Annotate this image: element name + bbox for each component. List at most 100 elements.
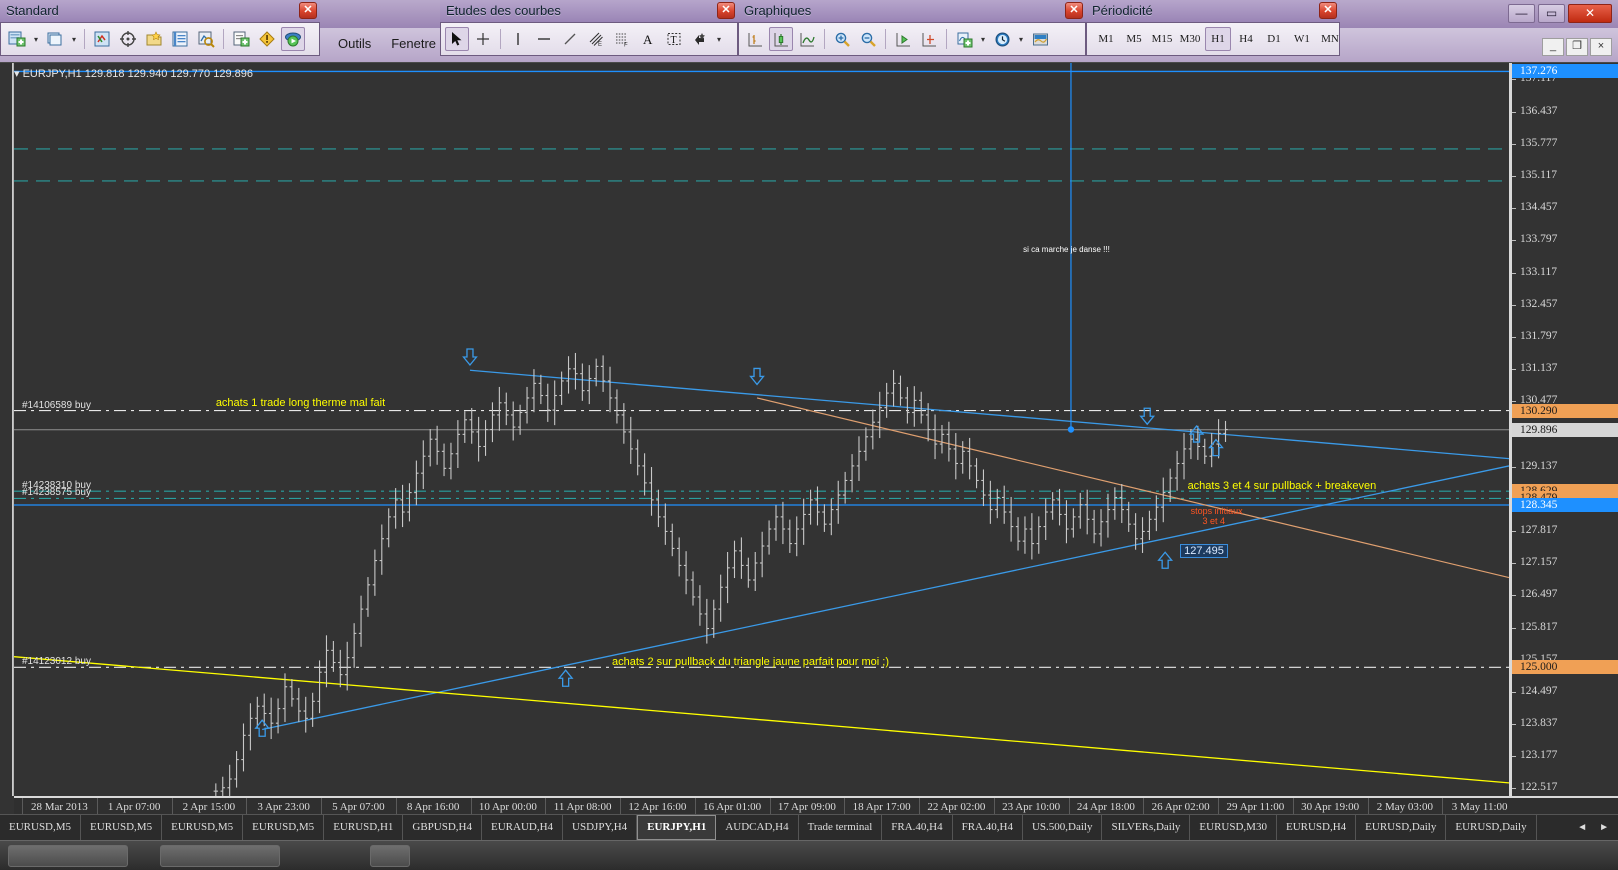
toolbar-standard-titlebar[interactable]: Standard ✕ xyxy=(0,0,320,22)
toolbar-standard-close-icon[interactable]: ✕ xyxy=(299,2,317,19)
trendline-icon[interactable] xyxy=(558,27,582,51)
new-chart-icon[interactable] xyxy=(5,27,29,51)
equidistant-channel-icon[interactable]: E xyxy=(584,27,608,51)
navigator-icon[interactable] xyxy=(116,27,140,51)
chart-annotation[interactable]: achats 1 trade long therme mal fait xyxy=(215,396,386,409)
chart-tab[interactable]: US.500,Daily xyxy=(1023,815,1103,840)
scroll-end-icon[interactable] xyxy=(891,27,915,51)
crosshair-icon[interactable] xyxy=(471,27,495,51)
bar-chart-icon[interactable] xyxy=(743,27,767,51)
chart-tab[interactable]: EURUSD,Daily xyxy=(1446,815,1537,840)
line-chart-icon[interactable] xyxy=(795,27,819,51)
chart-tab[interactable]: AUDCAD,H4 xyxy=(716,815,799,840)
taskbar-item[interactable] xyxy=(8,845,128,867)
new-chart-dropdown-icon[interactable]: ▾ xyxy=(33,34,38,44)
horizontal-line-icon[interactable] xyxy=(532,27,556,51)
chart-tab[interactable]: EURUSD,M5 xyxy=(162,815,244,840)
chart-window[interactable]: ▾ EURJPY,H1 129.818 129.940 129.770 129.… xyxy=(0,62,1618,817)
chart-annotation[interactable]: si ca marche je danse !!! xyxy=(1023,245,1110,255)
chart-tab[interactable]: EURUSD,H1 xyxy=(324,815,404,840)
menu-item-outils[interactable]: Outils xyxy=(338,36,372,51)
chart-tab[interactable]: Trade terminal xyxy=(799,815,883,840)
chart-tab[interactable]: SILVERs,Daily xyxy=(1102,815,1191,840)
chart-annotation[interactable]: achats 2 sur pullback du triangle jaune … xyxy=(612,656,889,669)
chart-tab[interactable]: EURUSD,M5 xyxy=(0,815,82,840)
text-icon[interactable]: A xyxy=(636,27,660,51)
chart-shift-icon[interactable] xyxy=(917,27,941,51)
price-badge-crosshair[interactable]: 137.276 xyxy=(1512,64,1618,79)
data-window-icon[interactable] xyxy=(142,27,166,51)
chart-tab[interactable]: FRA.40,H4 xyxy=(882,815,953,840)
price-badge-last[interactable]: 129.896 xyxy=(1512,422,1618,437)
chart-canvas[interactable]: #14106589 buy #14238310 buy #14238575 buy #… xyxy=(14,63,1509,796)
chart-tab[interactable]: EURUSD,M5 xyxy=(81,815,163,840)
cursor-icon[interactable] xyxy=(445,27,469,51)
price-badge-order[interactable]: 125.000 xyxy=(1512,660,1618,675)
period-button-h4[interactable]: H4 xyxy=(1239,33,1253,45)
market-watch-icon[interactable] xyxy=(90,27,114,51)
menu-item-fenetre[interactable]: Fenetre xyxy=(391,36,437,51)
price-axis[interactable]: 137.117136.437135.777135.117134.457133.7… xyxy=(1509,63,1618,796)
period-button-m1[interactable]: M1 xyxy=(1098,33,1114,45)
zoom-in-icon[interactable] xyxy=(830,27,854,51)
toolbar-graphiques-titlebar[interactable]: Graphiques ✕ xyxy=(738,0,1086,22)
metaeditor-icon[interactable] xyxy=(255,27,279,51)
tab-next-button[interactable]: ► xyxy=(1599,822,1609,833)
window-maximize-button[interactable]: ▭ xyxy=(1538,4,1565,23)
window-close-button[interactable]: ✕ xyxy=(1568,4,1612,23)
price-annotation-box[interactable]: 127.495 xyxy=(1180,543,1228,558)
indicators-dropdown-icon[interactable]: ▾ xyxy=(980,34,985,44)
chart-tab[interactable]: FRA.40,H4 xyxy=(953,815,1023,840)
chart-tab[interactable]: EURUSD,Daily xyxy=(1356,815,1447,840)
window-minimize-button[interactable]: — xyxy=(1508,4,1535,23)
mdi-close-button[interactable]: × xyxy=(1590,38,1612,56)
chart-annotation[interactable]: 3 et 4 xyxy=(1202,515,1226,526)
price-badge-level[interactable]: 128.345 xyxy=(1512,497,1618,512)
time-axis[interactable]: 28 Mar 2013 1 Apr 07:00 2 Apr 15:00 3 Apr 2… xyxy=(14,796,1618,817)
period-button-d1[interactable]: D1 xyxy=(1267,33,1281,45)
chart-tab[interactable]: EURUSD,M30 xyxy=(1190,815,1277,840)
chart-tab[interactable]: EURUSD,M5 xyxy=(243,815,325,840)
period-button-m15[interactable]: M15 xyxy=(1151,33,1173,45)
toolbar-periodicite-close-icon[interactable]: ✕ xyxy=(1319,2,1337,19)
toolbar-studies-titlebar[interactable]: Etudes des courbes ✕ xyxy=(440,0,738,22)
mdi-restore-button[interactable]: ❐ xyxy=(1566,38,1588,56)
toolbar-studies-close-icon[interactable]: ✕ xyxy=(717,2,735,19)
candlestick-chart-icon[interactable] xyxy=(769,27,793,51)
mdi-minimize-button[interactable]: _ xyxy=(1542,38,1564,56)
new-order-icon[interactable] xyxy=(229,27,253,51)
tab-prev-button[interactable]: ◄ xyxy=(1577,822,1588,833)
period-button-w1[interactable]: W1 xyxy=(1294,33,1310,45)
toolbar-graphiques-close-icon[interactable]: ✕ xyxy=(1065,2,1083,19)
chart-tab-active[interactable]: EURJPY,H1 xyxy=(637,815,717,840)
toolbar-periodicite-titlebar[interactable]: Périodicité ✕ xyxy=(1086,0,1340,22)
period-button-m5[interactable]: M5 xyxy=(1126,33,1142,45)
period-button-h1[interactable]: H1 xyxy=(1205,27,1231,51)
periodicity-dropdown-icon[interactable]: ▾ xyxy=(1018,34,1023,44)
chart-tab[interactable]: USDJPY,H4 xyxy=(563,815,638,840)
profiles-dropdown-icon[interactable]: ▾ xyxy=(71,34,76,44)
text-label-icon[interactable]: T xyxy=(662,27,686,51)
vertical-line-icon[interactable] xyxy=(506,27,530,51)
arrows-icon[interactable] xyxy=(688,27,712,51)
templates-icon[interactable] xyxy=(1028,27,1052,51)
taskbar-item[interactable] xyxy=(370,845,410,867)
arrows-dropdown-icon[interactable]: ▾ xyxy=(716,34,721,44)
period-button-mn[interactable]: MN xyxy=(1321,33,1339,45)
chart-tab[interactable]: EURUSD,H4 xyxy=(1277,815,1357,840)
profiles-icon[interactable] xyxy=(43,27,67,51)
indicators-icon[interactable] xyxy=(952,27,976,51)
fibonacci-retracement-icon[interactable]: F xyxy=(610,27,634,51)
price-badge-order[interactable]: 130.290 xyxy=(1512,403,1618,418)
chart-tab[interactable]: GBPUSD,H4 xyxy=(403,815,482,840)
chart-tab[interactable]: EURAUD,H4 xyxy=(482,815,564,840)
strategy-tester-icon[interactable] xyxy=(194,27,218,51)
chart-annotation[interactable]: achats 3 et 4 sur pullback + breakeven xyxy=(1187,479,1377,492)
zoom-out-icon[interactable] xyxy=(856,27,880,51)
chart-collapse-icon[interactable]: ▾ xyxy=(14,68,20,80)
taskbar-item[interactable] xyxy=(160,845,280,867)
autotrading-icon[interactable] xyxy=(281,27,305,51)
terminal-icon[interactable] xyxy=(168,27,192,51)
periodicity-icon[interactable] xyxy=(990,27,1014,51)
period-button-m30[interactable]: M30 xyxy=(1179,33,1201,45)
